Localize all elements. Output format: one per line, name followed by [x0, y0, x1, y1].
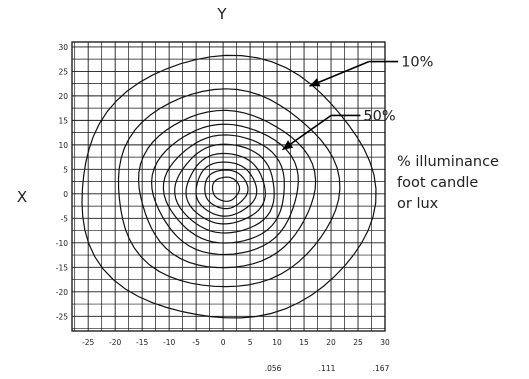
x-tick-label: 15 — [299, 338, 309, 347]
x-tick-label: -5 — [192, 338, 200, 347]
y-tick-label: -15 — [56, 263, 68, 272]
x-tick-label: 5 — [248, 338, 253, 347]
secondary-x-label: .167 — [373, 364, 390, 373]
contour-ring — [174, 143, 275, 234]
y-tick-label: -10 — [56, 239, 68, 248]
y-tick-label: 0 — [63, 190, 68, 199]
y-tick-label: 30 — [58, 43, 68, 52]
contour-ring — [162, 134, 285, 244]
y-tick-label: -25 — [56, 312, 68, 321]
contour-ring — [195, 161, 258, 217]
x-tick-label: 20 — [326, 338, 336, 347]
contour-ring — [81, 54, 377, 319]
legend-line-3: or lux — [397, 196, 439, 212]
x-tick-label: 25 — [353, 338, 363, 347]
contour-lines — [81, 54, 377, 319]
annotations: 10% 50% — [282, 55, 433, 151]
y-tick-label: -20 — [56, 288, 68, 297]
annotation-label: 50% — [363, 108, 395, 124]
secondary-x-label: .111 — [319, 364, 336, 373]
y-tick-label: 5 — [63, 165, 68, 174]
x-axis-label: X — [17, 188, 27, 206]
x-tick-label: 30 — [380, 338, 390, 347]
x-tick-label: -10 — [163, 338, 175, 347]
y-tick-label: 10 — [58, 141, 68, 150]
x-tick-label: -20 — [109, 338, 121, 347]
contour-ring — [150, 123, 299, 256]
y-tick-label: -5 — [61, 214, 69, 223]
contour-ring — [117, 88, 341, 288]
y-tick-label: 15 — [58, 116, 68, 125]
contour-ring — [137, 109, 317, 269]
x-tick-label: -25 — [82, 338, 94, 347]
y-tick-label: 20 — [58, 92, 68, 101]
annotation-arrow-line — [309, 60, 370, 87]
tick-labels: -25 -20 -15 -10 -5 0 5 10 15 20 25 30 30 25 20 15 10 5 0 -5… — [56, 43, 390, 373]
contour-ring — [185, 152, 266, 225]
x-tick-label: 0 — [221, 338, 226, 347]
annotation-arrowhead — [282, 140, 294, 150]
contour-ring — [211, 176, 241, 202]
y-axis-label: Y — [216, 5, 227, 23]
annotation-arrowhead — [309, 78, 321, 87]
plot-border — [71, 41, 386, 332]
contour-ring — [204, 169, 249, 210]
legend-line-1: % illuminance — [397, 154, 499, 170]
y-tick-label: 25 — [58, 67, 68, 76]
legend-line-2: foot candle — [397, 175, 478, 191]
plot-frame — [71, 41, 386, 332]
x-tick-label: 10 — [272, 338, 282, 347]
annotation-label: 10% — [401, 55, 433, 71]
secondary-x-label: .056 — [265, 364, 282, 373]
x-tick-label: -15 — [136, 338, 148, 347]
